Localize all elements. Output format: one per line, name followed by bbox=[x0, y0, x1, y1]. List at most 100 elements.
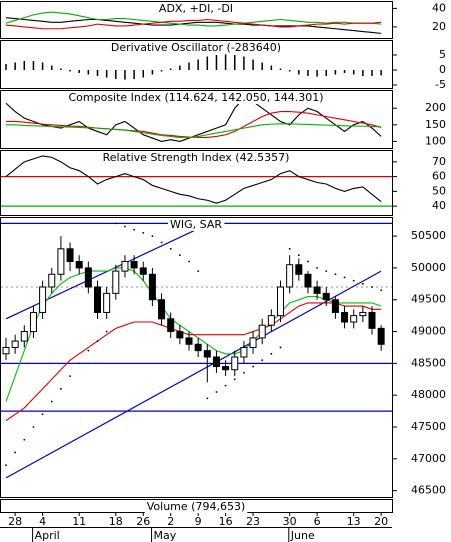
title-background bbox=[168, 218, 225, 231]
candle-body bbox=[295, 264, 303, 275]
sar-dot bbox=[380, 289, 383, 292]
bar bbox=[5, 64, 7, 70]
bar bbox=[261, 62, 263, 70]
sar-dot bbox=[14, 451, 17, 454]
candle-body bbox=[185, 337, 193, 345]
y-tick-label: 46500 bbox=[411, 484, 446, 497]
bar bbox=[380, 70, 382, 76]
sar-dot bbox=[60, 387, 62, 390]
candle-body bbox=[341, 311, 349, 323]
bar bbox=[316, 70, 318, 77]
candle-body bbox=[167, 318, 175, 333]
sar-dot bbox=[142, 232, 145, 234]
bar bbox=[298, 70, 300, 75]
line-series bbox=[5, 11, 382, 27]
candle-body bbox=[212, 356, 220, 368]
line-series bbox=[5, 155, 382, 204]
sar-dot bbox=[206, 397, 209, 400]
sar-dot bbox=[87, 349, 90, 352]
sar-dot bbox=[188, 260, 190, 263]
sar-dot bbox=[361, 282, 364, 285]
bar bbox=[60, 68, 62, 70]
bar bbox=[96, 70, 99, 76]
bar bbox=[206, 56, 209, 70]
bar bbox=[14, 62, 16, 70]
bar bbox=[362, 70, 364, 76]
x-tick-label: 23 bbox=[246, 515, 260, 528]
sar-dot bbox=[279, 346, 282, 349]
sar-dot bbox=[169, 247, 172, 250]
x-tick-label: 11 bbox=[72, 515, 86, 528]
candle-body bbox=[139, 267, 147, 275]
line-series bbox=[6, 123, 382, 138]
bar bbox=[32, 61, 35, 70]
sar-dot bbox=[124, 225, 126, 228]
y-tick-label: 200 bbox=[425, 101, 446, 114]
x-tick-label: 20 bbox=[374, 515, 388, 528]
y-tick-label: 48500 bbox=[411, 356, 446, 369]
candle-body bbox=[350, 315, 358, 323]
sar-dot bbox=[197, 270, 200, 272]
bar bbox=[224, 54, 227, 70]
bar bbox=[151, 70, 154, 75]
candle-body bbox=[249, 337, 257, 348]
sar-dot bbox=[50, 400, 53, 403]
sar-dot bbox=[215, 391, 218, 393]
y-tick-label: 100 bbox=[425, 134, 446, 147]
candle-body bbox=[57, 248, 65, 275]
candle-body bbox=[11, 340, 19, 348]
candle-body bbox=[158, 299, 166, 320]
x-tick-label: 13 bbox=[347, 515, 361, 528]
bar bbox=[343, 70, 346, 73]
candle-body bbox=[377, 327, 385, 345]
candle-body bbox=[359, 311, 367, 317]
title-background bbox=[156, 2, 236, 15]
bar bbox=[179, 65, 181, 70]
line-series bbox=[5, 18, 382, 30]
month-label: May bbox=[154, 529, 177, 542]
sar-dot bbox=[334, 273, 337, 276]
bar bbox=[87, 70, 90, 75]
y-tick-label: 50000 bbox=[411, 261, 446, 274]
month-label: April bbox=[35, 529, 60, 542]
candle-body bbox=[176, 331, 184, 339]
y-tick-label: 20 bbox=[432, 20, 446, 33]
panel-frame bbox=[0, 217, 393, 498]
sar-dot bbox=[371, 286, 373, 288]
sar-dot bbox=[233, 378, 236, 381]
candle-body bbox=[148, 273, 156, 301]
candle-body bbox=[240, 346, 248, 358]
x-tick-label: 16 bbox=[219, 515, 233, 528]
panel-title: Derivative Oscillator (-283640) bbox=[111, 41, 281, 54]
bar bbox=[352, 70, 355, 75]
candle-body bbox=[267, 315, 275, 326]
panel-frame bbox=[0, 150, 393, 216]
y-tick-label: 47000 bbox=[411, 452, 446, 465]
line-series bbox=[5, 17, 382, 34]
bar bbox=[105, 70, 108, 78]
x-tick-label: 30 bbox=[283, 515, 297, 528]
y-tick-label: 0 bbox=[439, 63, 446, 76]
candle-body bbox=[203, 350, 211, 358]
sar-dot bbox=[224, 384, 227, 387]
x-tick-label: 4 bbox=[39, 515, 46, 528]
sar-dot bbox=[160, 241, 163, 244]
bar bbox=[252, 59, 254, 70]
panel-frame bbox=[0, 1, 393, 39]
candle-body bbox=[130, 261, 138, 269]
bar bbox=[69, 70, 71, 72]
candle-body bbox=[84, 267, 92, 288]
bar bbox=[142, 70, 144, 78]
trendline bbox=[5, 270, 382, 479]
bar bbox=[371, 70, 373, 76]
bar bbox=[325, 70, 327, 76]
y-tick-label: 47500 bbox=[411, 420, 446, 433]
line-series bbox=[5, 97, 382, 142]
sar-dot bbox=[32, 426, 35, 428]
sar-dot bbox=[151, 235, 154, 237]
sar-dot bbox=[270, 352, 273, 355]
x-tick-label: 6 bbox=[314, 515, 321, 528]
sar-dot bbox=[243, 372, 245, 374]
title-background bbox=[144, 500, 248, 513]
x-tick-label: 26 bbox=[136, 515, 150, 528]
